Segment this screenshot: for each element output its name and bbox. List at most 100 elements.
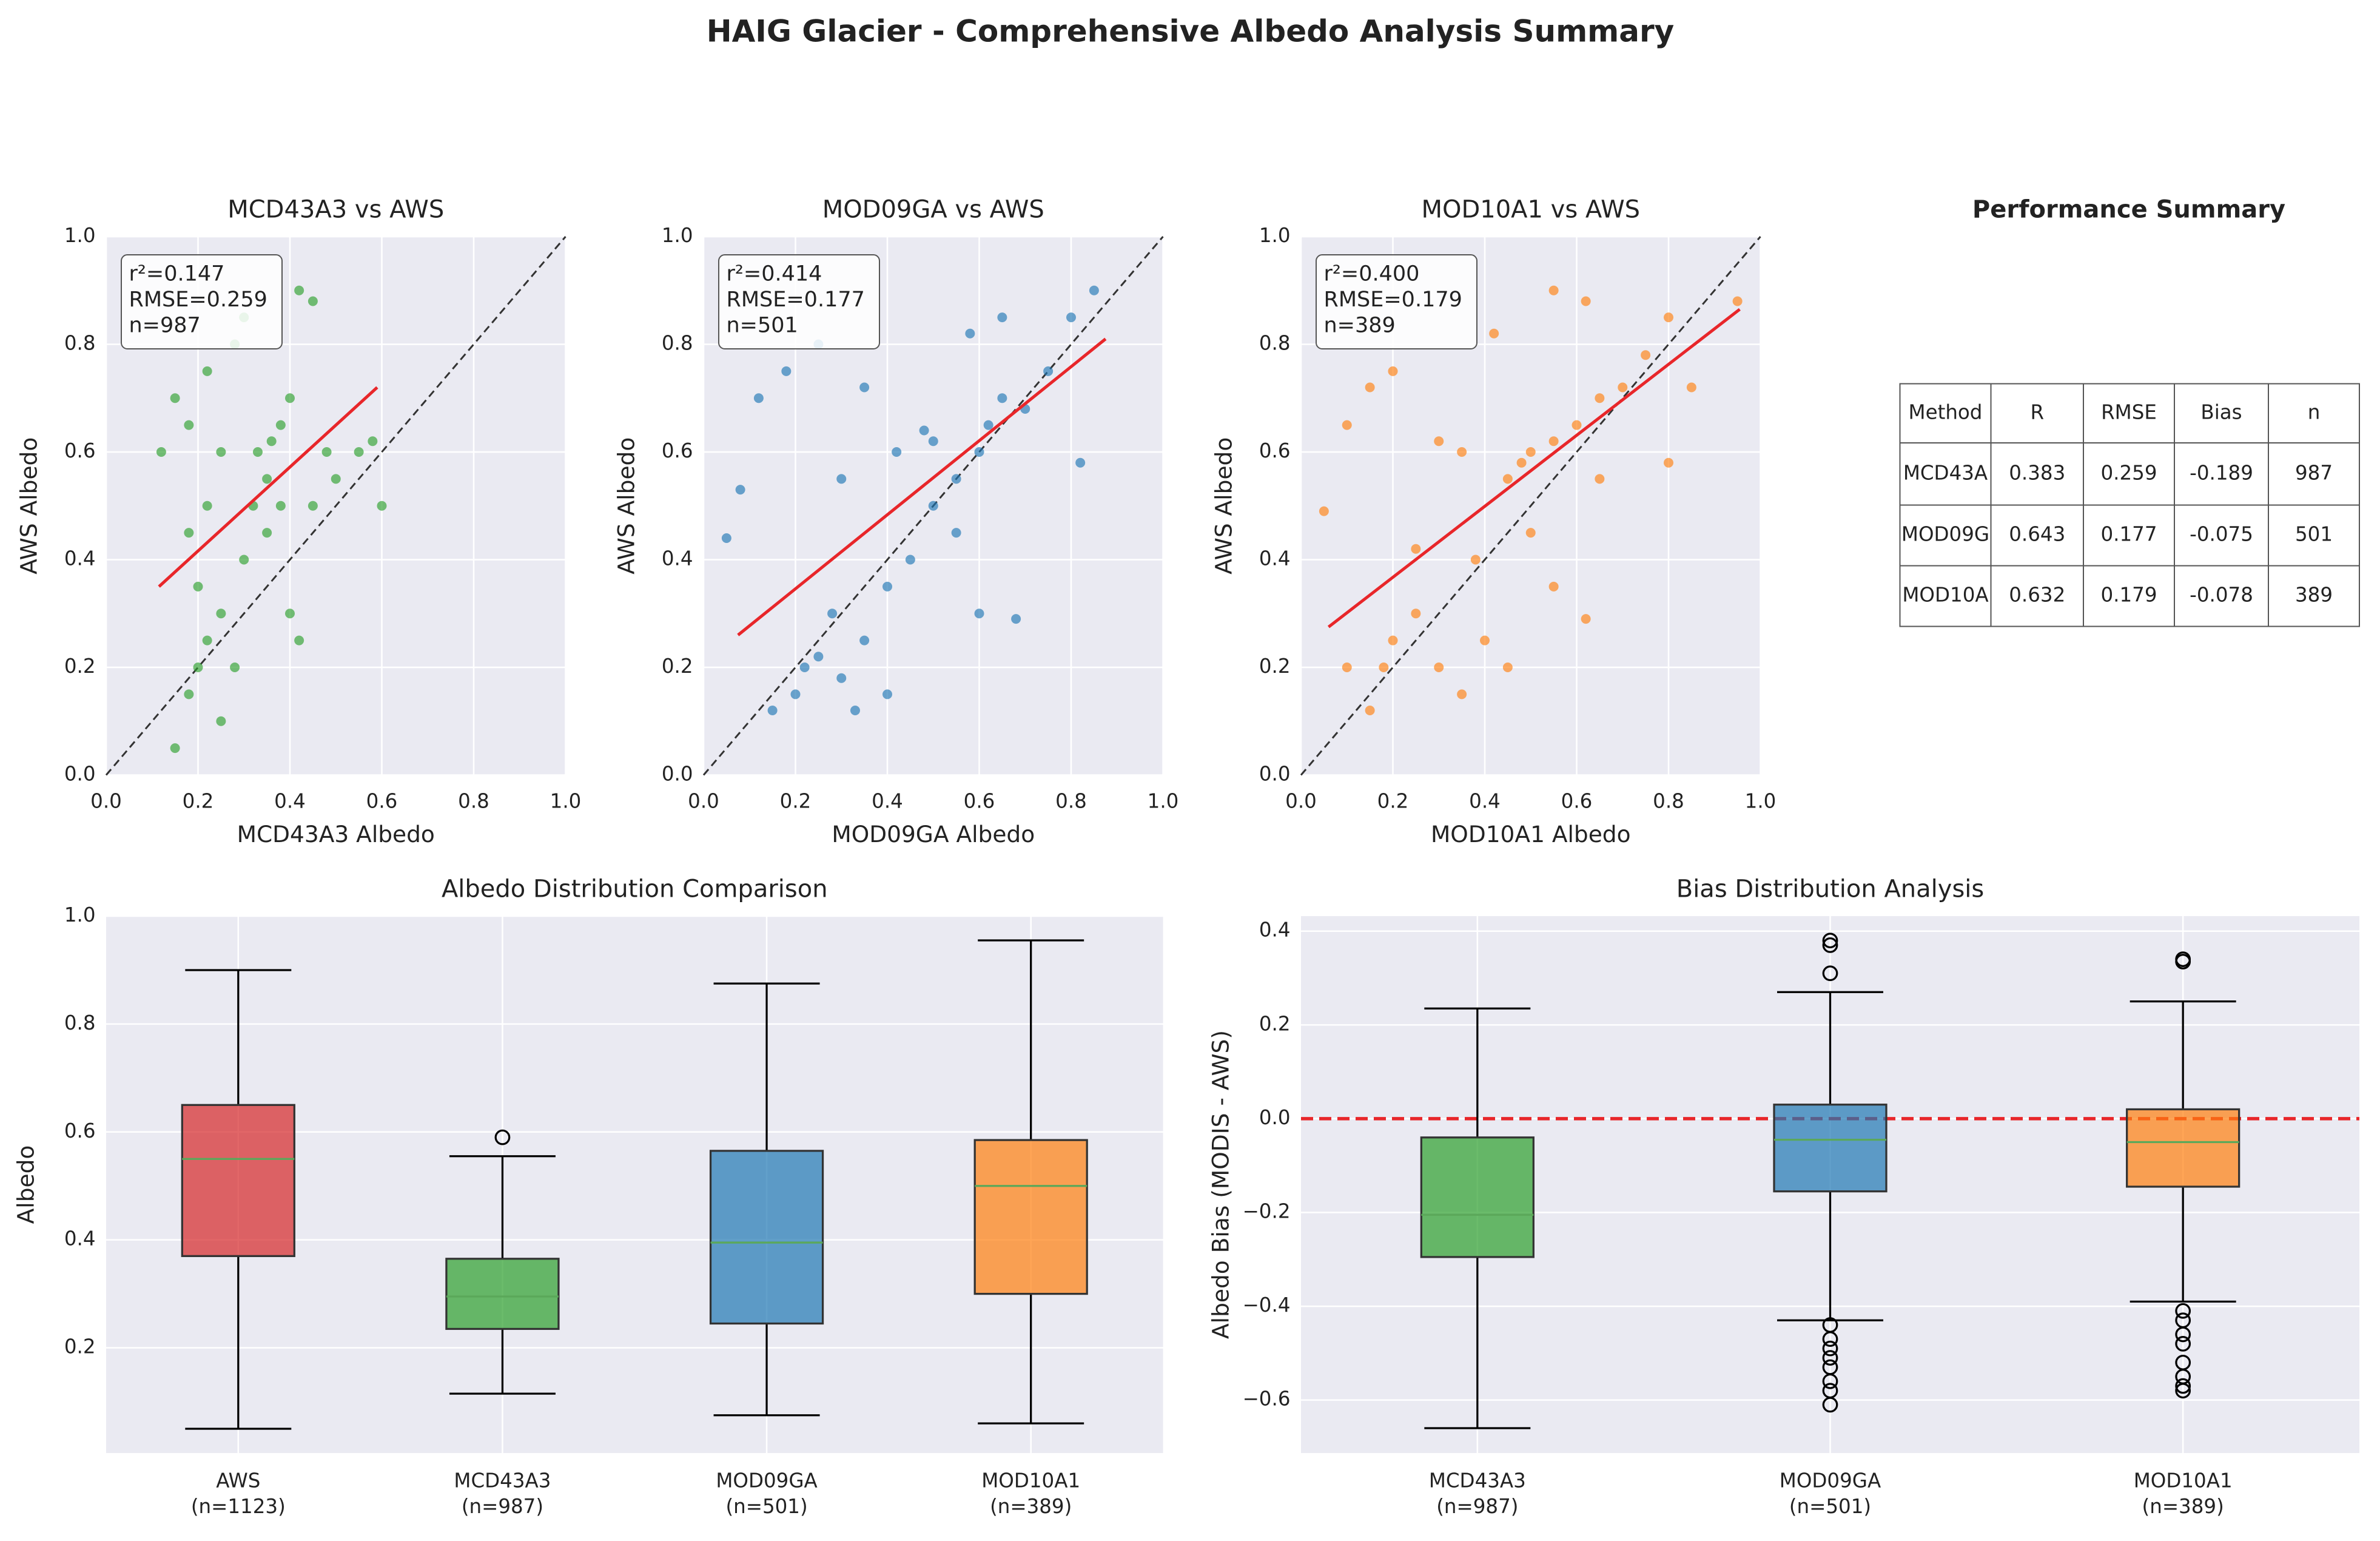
chart-title: MOD10A1 vs AWS (1421, 196, 1640, 224)
point (892, 447, 902, 457)
y-axis-label: Albedo (13, 1145, 39, 1224)
y-tick-label: 0.2 (1259, 655, 1291, 678)
stats-text: RMSE=0.259 (129, 288, 267, 312)
point (799, 663, 810, 672)
point (1664, 312, 1674, 323)
point (1411, 609, 1421, 619)
point (1075, 457, 1086, 468)
y-tick-label: −0.2 (1243, 1199, 1291, 1222)
flier (2175, 1383, 2191, 1399)
point (1089, 285, 1099, 295)
x-tick-label: 0.4 (1469, 790, 1501, 813)
point (1641, 350, 1651, 360)
point (1066, 312, 1077, 323)
table-value: 0.179 (2100, 584, 2157, 607)
y-axis-label: Albedo Bias (MODIS - AWS) (1208, 1030, 1234, 1339)
point (1342, 420, 1352, 430)
point (331, 474, 341, 484)
table-cell (1899, 565, 1992, 627)
table-cell (2083, 504, 2176, 567)
point (827, 609, 838, 619)
y-tick-label: −0.4 (1243, 1293, 1291, 1317)
fit-line (158, 386, 378, 588)
point (1388, 366, 1398, 376)
point (216, 447, 226, 457)
x-tick-label: MOD09GA (716, 1469, 817, 1492)
point (905, 555, 915, 565)
point (321, 447, 332, 457)
point (997, 393, 1007, 403)
x-tick-sublabel: (n=389) (990, 1495, 1072, 1518)
y-axis-label: AWS Albedo (613, 437, 640, 575)
point (1434, 436, 1444, 447)
point (193, 663, 203, 672)
point (262, 474, 272, 484)
point (1595, 393, 1605, 403)
point (1434, 663, 1444, 672)
point (184, 420, 194, 430)
y-tick-label: 1.0 (64, 224, 96, 247)
x-tick-label: MCD43A3 (1429, 1469, 1526, 1492)
x-tick-label: MOD10A1 (981, 1469, 1080, 1492)
table-value: 987 (2295, 461, 2333, 484)
point (1516, 457, 1527, 468)
table-value: 0.383 (2009, 461, 2065, 484)
point (813, 652, 824, 662)
flier (1822, 937, 1838, 953)
point (184, 528, 194, 538)
point (1319, 506, 1329, 516)
table-value: 501 (2295, 523, 2333, 546)
flier (494, 1129, 511, 1145)
y-tick-label: 0.2 (64, 1335, 96, 1358)
flier (1822, 1331, 1838, 1347)
x-tick-label: 0.2 (1377, 790, 1409, 813)
flier (1822, 1350, 1838, 1366)
point (767, 706, 778, 715)
flier (1822, 1397, 1838, 1413)
y-axis-label: AWS Albedo (1211, 437, 1237, 575)
x-tick-sublabel: (n=987) (462, 1495, 543, 1518)
point (882, 689, 893, 700)
table-cell (2268, 565, 2361, 627)
x-tick-label: MOD09GA (1780, 1469, 1881, 1492)
point (230, 663, 240, 672)
point (974, 447, 984, 457)
point (1548, 285, 1559, 295)
point (285, 393, 295, 403)
table-value: -0.075 (2190, 523, 2253, 546)
point (983, 420, 993, 430)
x-tick-sublabel: (n=1123) (191, 1495, 286, 1518)
point (1618, 382, 1628, 393)
stats-box (1316, 254, 1478, 349)
box (181, 1104, 295, 1257)
y-tick-label: 0.6 (1259, 439, 1291, 462)
table-value: MOD10A (1902, 584, 1988, 607)
y-tick-label: 0.8 (64, 1011, 96, 1034)
point (1502, 663, 1513, 672)
point (1342, 663, 1352, 672)
x-axis-label: MCD43A3 Albedo (237, 821, 435, 848)
point (294, 635, 304, 646)
table-cell (2083, 565, 2176, 627)
point (951, 474, 961, 484)
x-tick-label: 0.2 (780, 790, 812, 813)
table-cell (1990, 504, 2085, 567)
x-tick-sublabel: (n=987) (1436, 1495, 1518, 1518)
x-axis-label: MOD10A1 Albedo (1431, 821, 1631, 848)
table-value: -0.078 (2190, 584, 2253, 607)
x-tick-label: 0.8 (1055, 790, 1087, 813)
point (252, 447, 263, 457)
point (1581, 614, 1591, 624)
point (735, 485, 745, 495)
flier (1822, 965, 1838, 982)
point (1489, 328, 1499, 339)
point (1525, 528, 1536, 538)
point (156, 447, 166, 457)
table-title: Performance Summary (1972, 196, 2285, 224)
chart-title: Albedo Distribution Comparison (442, 875, 828, 903)
y-tick-label: 0.0 (64, 763, 96, 786)
chart-title: Bias Distribution Analysis (1676, 875, 1985, 903)
x-tick-label: 0.4 (872, 790, 903, 813)
stats-text: r²=0.147 (129, 262, 225, 286)
point (1379, 663, 1389, 672)
